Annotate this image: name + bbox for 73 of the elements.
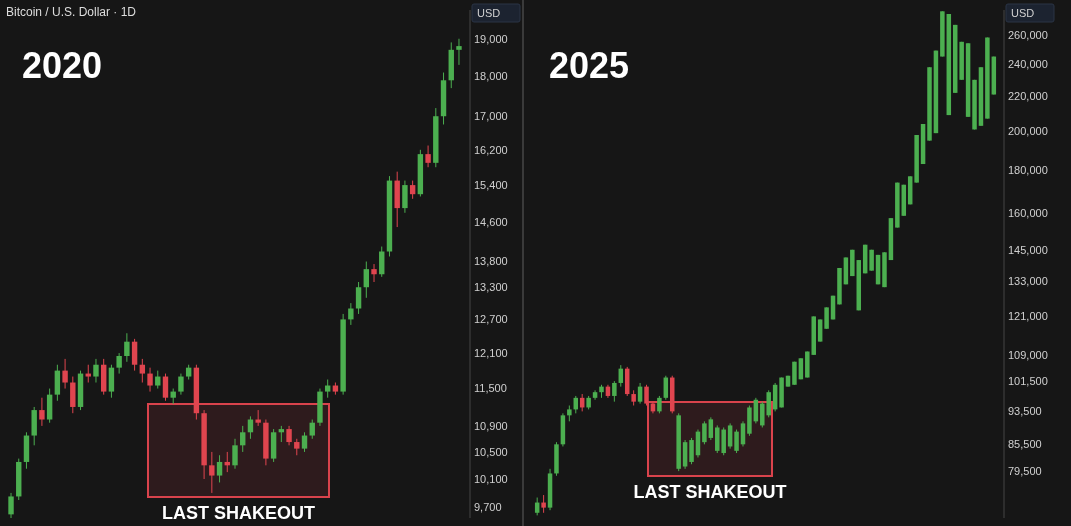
candlestick	[824, 306, 829, 330]
y-tick-label: 145,000	[1008, 243, 1048, 256]
candlestick	[702, 420, 707, 445]
candlestick	[612, 380, 617, 403]
chart-subtitle: Bitcoin / U.S. Dollar · 1D	[6, 5, 137, 19]
candlestick	[402, 180, 408, 214]
y-tick-label: 10,900	[474, 419, 508, 432]
y-tick-label: 133,000	[1008, 275, 1048, 288]
y-tick-label: 17,000	[474, 110, 508, 123]
y-tick-label: 13,300	[474, 281, 508, 294]
y-tick-label: 93,500	[1008, 405, 1042, 418]
y-tick-label: 109,000	[1008, 348, 1048, 361]
text: 2025	[549, 45, 630, 86]
y-tick-label: 260,000	[1008, 28, 1048, 41]
candlestick	[324, 379, 331, 399]
candlestick	[456, 38, 462, 66]
candlestick	[409, 180, 416, 200]
candlestick	[162, 373, 169, 402]
candlestick	[425, 145, 431, 168]
annotation: LAST SHAKEOUT	[633, 482, 787, 502]
y-tick-label: 11,500	[474, 382, 507, 395]
y-tick-label: 18,000	[474, 70, 508, 83]
text: 2020	[22, 45, 103, 86]
candlestick	[178, 373, 184, 396]
candlestick	[355, 281, 362, 315]
candlestick	[644, 384, 649, 407]
y-tick-label: 85,500	[1008, 438, 1042, 451]
y-tick-label: 101,500	[1008, 374, 1048, 387]
candlestick	[124, 332, 130, 363]
y-tick-label: 16,200	[474, 143, 508, 156]
y-tick-label: 13,800	[474, 255, 508, 268]
candlestick	[689, 437, 694, 465]
candlestick	[817, 318, 823, 343]
y-tick-label: 19,000	[474, 32, 508, 45]
candlestick	[8, 492, 14, 519]
candlestick	[209, 451, 215, 494]
y-tick-label: 160,000	[1008, 207, 1048, 220]
candlestick	[108, 364, 115, 399]
candlestick	[309, 419, 315, 440]
annotation: LAST SHAKEOUT	[162, 503, 315, 523]
y-axis-title: USD	[1011, 7, 1035, 19]
candlestick	[348, 302, 354, 326]
candlestick	[363, 261, 369, 299]
y-tick-label: 10,500	[474, 445, 508, 458]
y-tick-label: 180,000	[1008, 163, 1048, 176]
y-tick-label: 220,000	[1008, 90, 1048, 103]
y-tick-label: 79,500	[1008, 464, 1042, 477]
y-tick-label: 121,000	[1008, 310, 1048, 323]
candlestick	[301, 431, 308, 453]
candlestick	[116, 352, 122, 375]
candlestick	[286, 425, 292, 446]
candlestick	[734, 429, 739, 454]
y-tick-label: 12,700	[474, 313, 508, 326]
candlestick	[232, 438, 238, 470]
candlestick	[62, 358, 68, 390]
y-tick-label: 240,000	[1008, 57, 1048, 70]
candlestick	[240, 425, 246, 453]
candlestick	[216, 454, 223, 483]
candlestick	[93, 358, 99, 384]
y-tick-label: 200,000	[1008, 125, 1048, 138]
y-tick-label: 10,100	[474, 472, 508, 485]
y-tick-label: 15,400	[474, 178, 508, 191]
y-axis-title: USD	[477, 7, 501, 19]
candlestick	[371, 263, 377, 283]
candlestick	[131, 338, 138, 372]
candlestick	[139, 358, 146, 384]
y-tick-label: 9,700	[474, 500, 502, 513]
y-tick-label: 12,100	[474, 346, 508, 359]
candlestick	[147, 367, 153, 393]
y-tick-label: 14,600	[474, 216, 508, 229]
candlestick	[379, 246, 385, 278]
candlestick	[708, 416, 714, 441]
candlestick	[39, 397, 45, 427]
